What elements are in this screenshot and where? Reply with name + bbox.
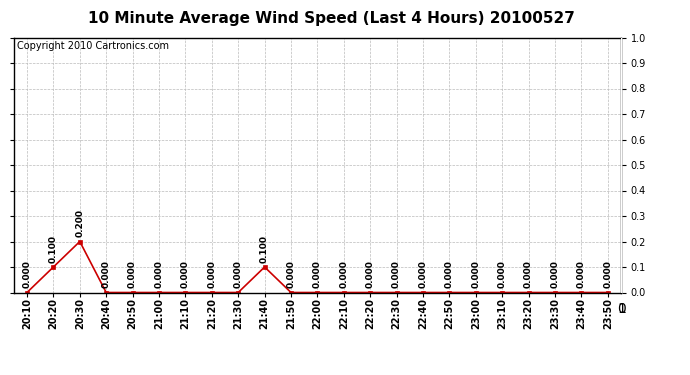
Text: 0.000: 0.000 bbox=[155, 261, 164, 288]
Text: 0.100: 0.100 bbox=[260, 235, 269, 263]
Text: 10 Minute Average Wind Speed (Last 4 Hours) 20100527: 10 Minute Average Wind Speed (Last 4 Hou… bbox=[88, 11, 575, 26]
Text: 0.000: 0.000 bbox=[603, 261, 612, 288]
Text: 0.000: 0.000 bbox=[392, 261, 401, 288]
Text: Copyright 2010 Cartronics.com: Copyright 2010 Cartronics.com bbox=[17, 41, 169, 51]
Text: 0.000: 0.000 bbox=[101, 261, 110, 288]
Text: 0.000: 0.000 bbox=[419, 261, 428, 288]
Text: 0.000: 0.000 bbox=[577, 261, 586, 288]
Text: 0.000: 0.000 bbox=[313, 261, 322, 288]
Text: 0.200: 0.200 bbox=[75, 209, 84, 237]
Text: 0.000: 0.000 bbox=[339, 261, 348, 288]
Text: 0.000: 0.000 bbox=[23, 261, 32, 288]
Text: 0.000: 0.000 bbox=[366, 261, 375, 288]
Text: 0.000: 0.000 bbox=[551, 261, 560, 288]
Text: 0.000: 0.000 bbox=[181, 261, 190, 288]
Text: 0.000: 0.000 bbox=[471, 261, 480, 288]
Text: 0.000: 0.000 bbox=[128, 261, 137, 288]
Text: 0.000: 0.000 bbox=[497, 261, 506, 288]
Text: 0.000: 0.000 bbox=[207, 261, 216, 288]
Text: 0.000: 0.000 bbox=[445, 261, 454, 288]
Text: 0.000: 0.000 bbox=[234, 261, 243, 288]
Text: 0.000: 0.000 bbox=[524, 261, 533, 288]
Text: 0.100: 0.100 bbox=[49, 235, 58, 263]
Text: 0.000: 0.000 bbox=[286, 261, 295, 288]
